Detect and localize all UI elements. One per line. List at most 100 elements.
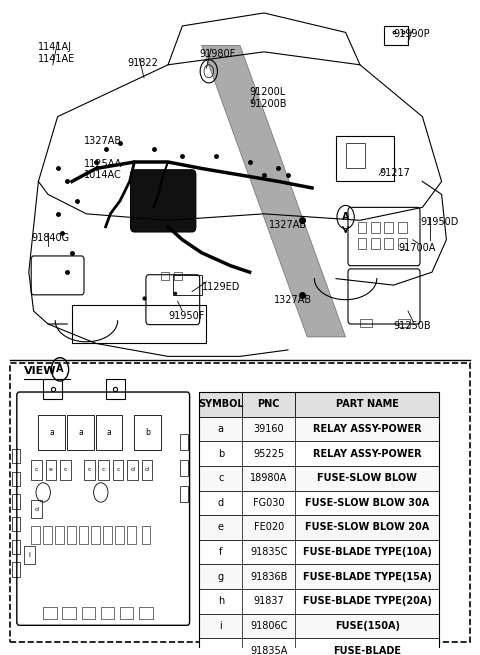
Text: 91837: 91837 — [253, 596, 284, 607]
Text: FUSE-BLADE: FUSE-BLADE — [333, 646, 401, 655]
Bar — [31, 500, 42, 518]
Bar — [371, 221, 380, 233]
Text: h: h — [217, 596, 224, 607]
Bar — [12, 517, 20, 531]
Bar — [371, 238, 380, 250]
Text: 18980A: 18980A — [250, 473, 288, 483]
Bar — [67, 526, 76, 544]
Bar — [398, 221, 407, 233]
Bar — [79, 526, 88, 544]
Text: c: c — [102, 467, 106, 472]
Text: FUSE-SLOW BLOW 20A: FUSE-SLOW BLOW 20A — [305, 523, 429, 533]
Bar — [12, 472, 20, 486]
Bar — [199, 466, 439, 491]
Text: A: A — [56, 364, 64, 375]
Text: FUSE-SLOW BLOW: FUSE-SLOW BLOW — [317, 473, 417, 483]
Bar — [127, 526, 136, 544]
Bar — [199, 417, 439, 441]
Bar — [358, 221, 366, 233]
Bar — [199, 392, 439, 655]
Bar — [103, 526, 112, 544]
Text: 95225: 95225 — [253, 449, 284, 458]
Bar — [180, 486, 188, 502]
Text: VIEW: VIEW — [24, 366, 57, 376]
Text: FG030: FG030 — [253, 498, 285, 508]
Text: a: a — [49, 428, 54, 437]
Text: FUSE-BLADE TYPE(20A): FUSE-BLADE TYPE(20A) — [303, 596, 432, 607]
Text: A: A — [342, 212, 349, 222]
Text: FUSE-BLADE TYPE(15A): FUSE-BLADE TYPE(15A) — [303, 572, 432, 582]
Bar — [12, 563, 20, 576]
Bar — [115, 526, 124, 544]
Text: 1125AA
1014AC: 1125AA 1014AC — [84, 159, 122, 180]
Bar — [180, 460, 188, 476]
Bar — [142, 460, 152, 479]
Text: PART NAME: PART NAME — [336, 400, 398, 409]
Bar — [82, 607, 95, 619]
Text: RELAY ASSY-POWER: RELAY ASSY-POWER — [313, 424, 421, 434]
Text: 91822: 91822 — [127, 58, 158, 68]
Text: 91200L
91200B: 91200L 91200B — [250, 88, 287, 109]
Bar — [62, 607, 76, 619]
Bar — [96, 415, 122, 451]
Bar — [43, 379, 62, 398]
Bar — [358, 238, 366, 250]
Text: c: c — [87, 467, 91, 472]
Text: c: c — [63, 467, 67, 472]
Text: FE020: FE020 — [253, 523, 284, 533]
Bar — [12, 495, 20, 509]
Text: a: a — [218, 424, 224, 434]
Bar — [106, 379, 125, 398]
Bar — [67, 415, 94, 451]
Bar — [173, 275, 202, 295]
Text: 39160: 39160 — [253, 424, 284, 434]
Bar — [24, 546, 35, 564]
Bar — [98, 460, 109, 479]
Text: d: d — [145, 467, 149, 472]
Bar — [60, 460, 71, 479]
Bar — [199, 540, 439, 565]
Bar — [142, 526, 150, 544]
Text: e: e — [49, 467, 53, 472]
Text: 91700A: 91700A — [398, 243, 436, 253]
Bar — [127, 460, 138, 479]
Bar — [199, 441, 439, 466]
Text: f: f — [219, 547, 223, 557]
Bar — [346, 143, 365, 168]
Text: 91835A: 91835A — [250, 646, 288, 655]
Text: SYMBOL: SYMBOL — [198, 400, 244, 409]
Text: 1129ED: 1129ED — [202, 282, 240, 292]
Bar — [199, 589, 439, 614]
Bar — [134, 415, 161, 451]
FancyBboxPatch shape — [131, 170, 196, 232]
Bar — [12, 540, 20, 554]
Bar — [199, 638, 439, 655]
Text: i: i — [28, 552, 30, 557]
Bar — [199, 491, 439, 515]
Text: 91990P: 91990P — [394, 29, 430, 39]
Text: a: a — [107, 428, 111, 437]
Bar — [398, 238, 407, 250]
Text: RELAY ASSY-POWER: RELAY ASSY-POWER — [313, 449, 421, 458]
Bar — [91, 526, 100, 544]
Bar — [46, 460, 56, 479]
Text: 1327AB: 1327AB — [274, 295, 312, 305]
Bar — [12, 449, 20, 463]
Polygon shape — [202, 45, 346, 337]
Text: 91835C: 91835C — [250, 547, 288, 557]
Text: FUSE(150A): FUSE(150A) — [335, 621, 400, 631]
Bar — [336, 136, 394, 181]
Bar — [360, 320, 372, 328]
Text: c: c — [35, 467, 38, 472]
Bar — [38, 415, 65, 451]
Text: 91840G: 91840G — [31, 233, 69, 243]
Bar — [31, 526, 40, 544]
Text: 91950D: 91950D — [420, 217, 458, 227]
Text: 91980F: 91980F — [199, 48, 236, 58]
Text: PNC: PNC — [258, 400, 280, 409]
Bar — [199, 392, 439, 417]
Bar — [199, 392, 439, 417]
Bar — [199, 515, 439, 540]
Text: i: i — [219, 621, 222, 631]
Bar — [113, 460, 123, 479]
